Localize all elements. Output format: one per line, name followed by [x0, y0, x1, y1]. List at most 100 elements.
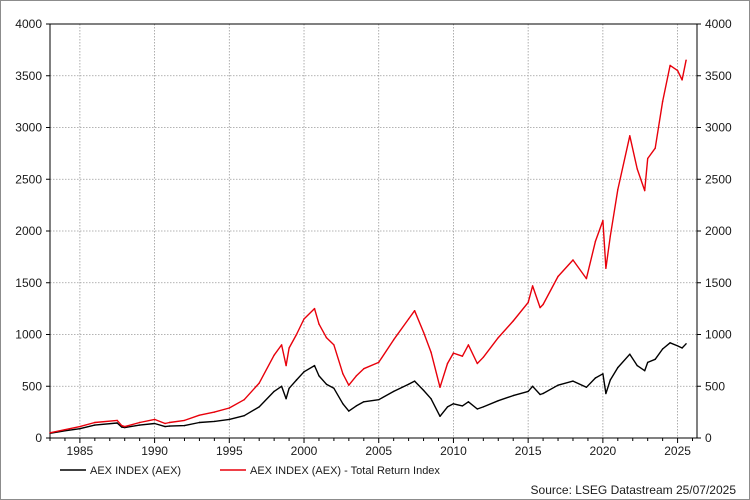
source-note: Source: LSEG Datastream 25/07/2025: [531, 483, 737, 497]
series-1-point: [355, 405, 357, 407]
series-1-point: [497, 400, 499, 402]
series-2-point: [446, 362, 449, 365]
series-2-point: [512, 320, 514, 322]
series-2-point: [644, 189, 646, 192]
series-1-point: [605, 392, 607, 395]
series-2-point: [482, 356, 484, 358]
y-tick-label-left: 500: [22, 379, 42, 393]
series-2-point: [164, 422, 166, 425]
series-2-point: [617, 188, 619, 191]
series-2-point: [629, 135, 631, 137]
series-1-point: [285, 398, 287, 400]
series-2-point: [676, 69, 679, 72]
series-2-point: [342, 373, 344, 375]
series-2-point: [318, 323, 320, 325]
series-2-point: [602, 219, 604, 222]
series-1-point: [288, 387, 290, 389]
series-1-point: [446, 406, 449, 408]
y-axis-left: 0 500 1000 1500 2000 2500 3000 3500 4000: [15, 17, 42, 445]
grid-lines: [50, 24, 697, 438]
series-2-point: [605, 267, 607, 269]
series-1-point: [476, 408, 478, 410]
series-1-point: [258, 406, 260, 408]
x-tick-label: 2010: [440, 444, 467, 458]
y-tick-label-left: 3500: [15, 69, 42, 83]
series-2-point: [288, 347, 290, 349]
series-2-point: [557, 275, 559, 278]
series-1-point: [313, 364, 316, 367]
series-2-point: [594, 240, 597, 243]
series-2-point: [280, 344, 283, 346]
series-2-point: [303, 318, 305, 320]
y-tick-label-right: 2500: [705, 172, 732, 186]
x-tick-label: 2020: [590, 444, 617, 458]
series-1-point: [121, 426, 123, 428]
series-2-point: [258, 382, 260, 384]
series-2-point: [168, 421, 171, 424]
series-1-point: [407, 383, 410, 385]
series-2-point: [285, 364, 287, 367]
series-2-point: [467, 344, 470, 346]
series-2-point: [153, 418, 156, 421]
series-2-point: [531, 285, 534, 287]
series-line-2: [49, 60, 687, 434]
series-2-point: [378, 361, 380, 364]
series-1-point: [168, 425, 171, 427]
series-line-1: [49, 342, 687, 434]
series-2-point: [79, 425, 81, 428]
series-2-point: [439, 386, 441, 388]
series-1-point: [654, 358, 656, 360]
series-1-point: [452, 403, 455, 405]
x-tick-label: 2015: [515, 444, 542, 458]
series-1-point: [124, 426, 126, 429]
series-2-point: [124, 425, 126, 428]
series-1-point: [676, 345, 679, 347]
series-2-point: [572, 259, 574, 261]
x-tick-label: 2005: [365, 444, 392, 458]
series-1-point: [153, 422, 156, 425]
series-2-point: [452, 352, 455, 354]
series-1-point: [273, 390, 275, 393]
series-1-point: [661, 348, 664, 350]
series-1-point: [413, 380, 416, 382]
series-1-point: [617, 366, 619, 369]
x-tick-label: 1990: [141, 444, 168, 458]
series-1-point: [609, 379, 611, 381]
series-1-point: [482, 406, 484, 408]
series-2-point: [527, 301, 529, 304]
series-2-point: [273, 354, 275, 356]
series-2-point: [121, 424, 123, 427]
series-2-point: [348, 384, 350, 386]
series-2-point: [139, 421, 141, 424]
x-tick-label: 1985: [67, 444, 94, 458]
series-1-point: [430, 398, 432, 400]
series-1-point: [685, 343, 687, 345]
series-2-point: [685, 59, 687, 61]
series-1-point: [422, 389, 425, 392]
series-2-point: [407, 318, 410, 320]
series-1-point: [572, 380, 574, 382]
series-1-point: [243, 415, 245, 417]
series-2-point: [661, 100, 664, 103]
series-2-point: [333, 344, 335, 346]
series-2-point: [681, 79, 683, 81]
y-tick-label-left: 3000: [15, 121, 42, 135]
series-1-point: [594, 377, 597, 379]
x-tick-label: 2000: [291, 444, 318, 458]
y-tick-label-right: 0: [705, 431, 712, 445]
series-2-point: [94, 421, 96, 424]
series-1-point: [164, 425, 166, 428]
series-2-point: [669, 64, 671, 67]
y-tick-label-right: 3500: [705, 69, 732, 83]
series-2-point: [636, 168, 638, 170]
tick-marks: [46, 23, 701, 443]
series-1-point: [439, 415, 441, 417]
series-1-point: [348, 410, 350, 412]
series-1-point: [557, 384, 559, 386]
series-1-point: [461, 405, 464, 407]
y-tick-label-right: 2000: [705, 224, 732, 238]
series-1-point: [94, 424, 96, 426]
series-1-point: [542, 392, 544, 395]
series-1-point: [512, 394, 514, 397]
series-1-point: [363, 401, 365, 403]
